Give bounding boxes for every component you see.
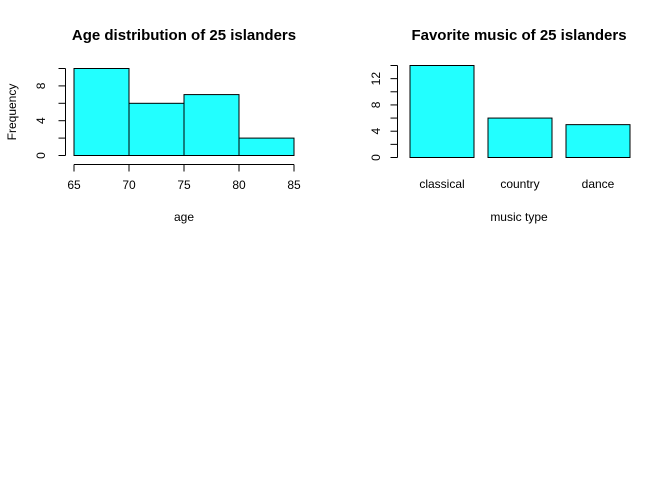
histogram-bar xyxy=(73,68,130,156)
chart1-y-tick-label: 0 xyxy=(34,152,48,159)
chart1-ylabel: Frequency xyxy=(5,84,19,141)
chart1-y-tick-label: 4 xyxy=(34,117,48,124)
chart1-y-tick-label: 8 xyxy=(34,82,48,89)
chart1-x-tick-label: 70 xyxy=(122,178,136,192)
histogram-bar xyxy=(183,94,240,156)
chart1-title: Age distribution of 25 islanders xyxy=(72,27,296,44)
chart1-x-tick-label: 65 xyxy=(67,178,81,192)
histogram-bar xyxy=(238,137,295,157)
histogram-bar xyxy=(128,102,185,157)
chart1-x-tick-label: 75 xyxy=(177,178,191,192)
chart1-x-tick-label: 85 xyxy=(287,178,301,192)
chart1-x-tick-label: 80 xyxy=(232,178,246,192)
chart1-xlabel: age xyxy=(174,210,194,224)
